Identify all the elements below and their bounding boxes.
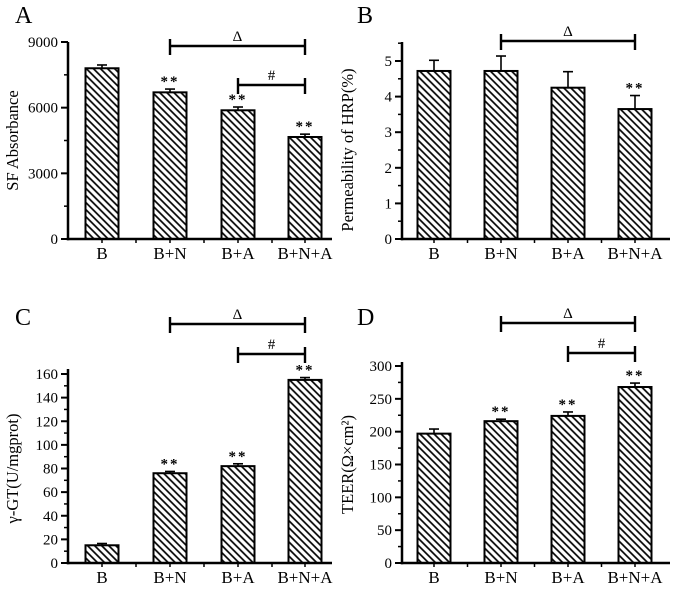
y-tick-label: 50 xyxy=(377,523,392,539)
y-axis-label: Permeability of HRP(%) xyxy=(338,68,357,231)
sig-stars: ** xyxy=(626,368,645,384)
y-tick-label: 0 xyxy=(385,556,393,572)
bar-B xyxy=(84,67,120,241)
category-label: B+N xyxy=(484,244,517,263)
y-tick-label: 0 xyxy=(385,232,393,248)
y-tick-label: 160 xyxy=(36,367,59,383)
category-label: B+A xyxy=(221,568,255,587)
y-tick-label: 150 xyxy=(370,458,393,474)
sig-stars: ** xyxy=(229,449,248,465)
y-tick-label: 80 xyxy=(43,462,58,478)
category-label: B+A xyxy=(551,568,585,587)
y-tick-label: 140 xyxy=(36,391,59,407)
category-label: B+N+A xyxy=(277,244,333,263)
panel-label-a: A xyxy=(15,3,33,29)
y-axis-label: SF Absorbance xyxy=(3,90,22,190)
sig-stars: ** xyxy=(296,119,315,135)
sig-stars: ** xyxy=(559,397,578,413)
panel-label-b: B xyxy=(357,3,374,29)
chart-permeability-hrp: 0 1 2 3 4 5 B B+N B+A ** B+N+A Δ Permeability of HRP… xyxy=(338,24,670,263)
y-tick-label: 20 xyxy=(43,532,58,548)
category-label: B+N xyxy=(484,568,517,587)
category-label: B xyxy=(428,568,439,587)
bracket-label: Δ xyxy=(233,29,243,45)
bar-B+A xyxy=(220,465,256,564)
bracket-label: # xyxy=(268,68,276,84)
y-tick-label: 100 xyxy=(370,490,393,506)
y-tick-label: 200 xyxy=(370,425,393,441)
y-tick-label: 100 xyxy=(36,438,59,454)
category-label: B+A xyxy=(551,244,585,263)
category-label: B+N xyxy=(153,568,186,587)
bar-B+N+A xyxy=(617,386,653,564)
bracket-label: Δ xyxy=(563,24,573,40)
sig-stars: ** xyxy=(229,92,248,108)
y-tick-label: 40 xyxy=(43,509,58,525)
y-tick-label: 0 xyxy=(51,232,59,248)
bar-B xyxy=(416,69,452,240)
chart-gamma-gt: 0 20 40 60 80 100 120 140 160 B ** B+N ** B+A ** B+N+A Δ… xyxy=(3,307,333,587)
category-label: B+N+A xyxy=(277,568,333,587)
y-tick-label: 3000 xyxy=(28,166,58,182)
bar-B+N xyxy=(152,472,188,565)
y-tick-label: 1 xyxy=(385,196,393,212)
chart-teer: 0 50 100 150 200 250 300 B ** B+N ** B+A ** B+N+A Δ # TE… xyxy=(338,306,670,587)
category-label: B+N+A xyxy=(607,568,663,587)
bar-B xyxy=(416,432,452,564)
y-tick-label: 4 xyxy=(385,90,393,106)
bar-B xyxy=(84,544,120,564)
category-label: B xyxy=(96,244,107,263)
chart-sf-absorbance: 0 3000 6000 9000 B ** B+N ** B+A ** B+N+A Δ # SF Abso… xyxy=(3,29,333,263)
bar-B+A xyxy=(550,414,586,565)
y-tick-label: 5 xyxy=(385,54,393,70)
panel-label-c: C xyxy=(15,305,32,331)
category-label: B xyxy=(96,568,107,587)
category-label: B xyxy=(428,244,439,263)
sig-stars: ** xyxy=(161,74,180,90)
y-tick-label: 250 xyxy=(370,392,393,408)
y-tick-label: 120 xyxy=(36,414,59,430)
y-tick-label: 300 xyxy=(370,359,393,375)
bracket-label: Δ xyxy=(233,307,243,323)
bar-B+N+A xyxy=(287,135,323,240)
y-tick-label: 6000 xyxy=(28,101,58,117)
sig-stars: ** xyxy=(626,81,645,97)
sig-stars: ** xyxy=(296,363,315,379)
category-label: B+N xyxy=(153,244,186,263)
bar-B+N xyxy=(152,91,188,240)
bar-B+N xyxy=(483,69,519,240)
y-tick-label: 9000 xyxy=(28,35,58,51)
category-label: B+N+A xyxy=(607,244,663,263)
bar-B+N+A xyxy=(287,378,323,564)
bracket-label: # xyxy=(268,337,276,353)
y-axis-label: γ-GT(U/mgprot) xyxy=(3,414,22,525)
bar-B+N xyxy=(483,420,519,564)
y-tick-label: 3 xyxy=(385,125,393,141)
y-axis-label: TEER(Ω×cm²) xyxy=(338,415,357,514)
y-tick-label: 0 xyxy=(51,556,59,572)
bar-B+A xyxy=(550,86,586,240)
y-tick-label: 60 xyxy=(43,485,58,501)
sig-stars: ** xyxy=(161,456,180,472)
bar-B+N+A xyxy=(617,108,653,240)
y-tick-label: 2 xyxy=(385,161,393,177)
bar-B+A xyxy=(220,109,256,240)
bracket-label: Δ xyxy=(563,306,573,322)
panel-label-d: D xyxy=(357,305,375,331)
sig-stars: ** xyxy=(492,404,511,420)
bracket-label: # xyxy=(598,336,606,352)
category-label: B+A xyxy=(221,244,255,263)
